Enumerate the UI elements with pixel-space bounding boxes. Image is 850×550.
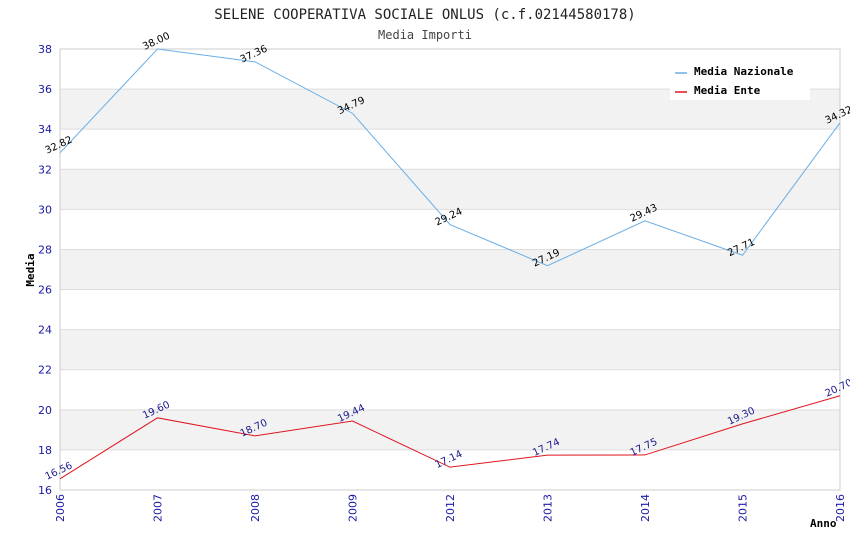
y-axis-label: Media xyxy=(24,253,37,286)
y-tick-label: 38 xyxy=(38,43,52,56)
data-label: 17.14 xyxy=(434,449,465,471)
series-lines xyxy=(59,48,841,480)
grid-band xyxy=(60,249,840,290)
series-line-media-nazionale xyxy=(59,48,841,267)
grid-band xyxy=(60,329,840,370)
x-tick-label: 2016 xyxy=(834,494,847,522)
grid-bands xyxy=(60,89,840,450)
legend-label-media-ente: Media Ente xyxy=(694,84,761,97)
x-tick-label: 2006 xyxy=(54,494,67,522)
y-tick-label: 20 xyxy=(38,404,52,417)
legend-label-media-nazionale: Media Nazionale xyxy=(694,65,794,78)
grid-band xyxy=(60,409,840,450)
y-tick-label: 22 xyxy=(38,364,52,377)
x-tick-label: 2009 xyxy=(347,494,360,522)
plot-frame xyxy=(59,48,841,491)
legend: Media Nazionale Media Ente xyxy=(670,62,810,100)
y-tick-label: 28 xyxy=(38,243,52,256)
x-axis-ticks: 2006 2007 2008 2009 2012 2013 2014 2015 2016 xyxy=(54,494,847,522)
x-tick-label: 2014 xyxy=(639,494,652,522)
y-axis-ticks: 16 18 20 22 24 26 28 30 32 34 36 38 xyxy=(38,43,52,497)
y-tick-label: 34 xyxy=(38,123,52,136)
y-tick-label: 32 xyxy=(38,163,52,176)
chart-subtitle: Media Importi xyxy=(378,28,472,42)
x-tick-label: 2013 xyxy=(542,494,555,522)
x-tick-label: 2015 xyxy=(737,494,750,522)
data-label: 37.36 xyxy=(239,44,270,66)
y-tick-label: 18 xyxy=(38,444,52,457)
y-tick-label: 30 xyxy=(38,203,52,216)
y-tick-label: 16 xyxy=(38,484,52,497)
x-tick-label: 2012 xyxy=(444,494,457,522)
x-axis-label: Anno xyxy=(810,517,837,530)
y-tick-label: 36 xyxy=(38,83,52,96)
data-label: 32.82 xyxy=(44,135,75,157)
x-tick-label: 2007 xyxy=(152,494,165,522)
y-tick-label: 26 xyxy=(38,284,52,297)
legend-box xyxy=(670,62,810,100)
data-label: 16.56 xyxy=(44,460,75,482)
chart-title: SELENE COOPERATIVA SOCIALE ONLUS (c.f.02… xyxy=(214,7,635,23)
y-tick-label: 24 xyxy=(38,324,52,337)
series-line-media-ente xyxy=(59,395,841,480)
grid-band xyxy=(60,169,840,210)
x-tick-label: 2008 xyxy=(249,494,262,522)
